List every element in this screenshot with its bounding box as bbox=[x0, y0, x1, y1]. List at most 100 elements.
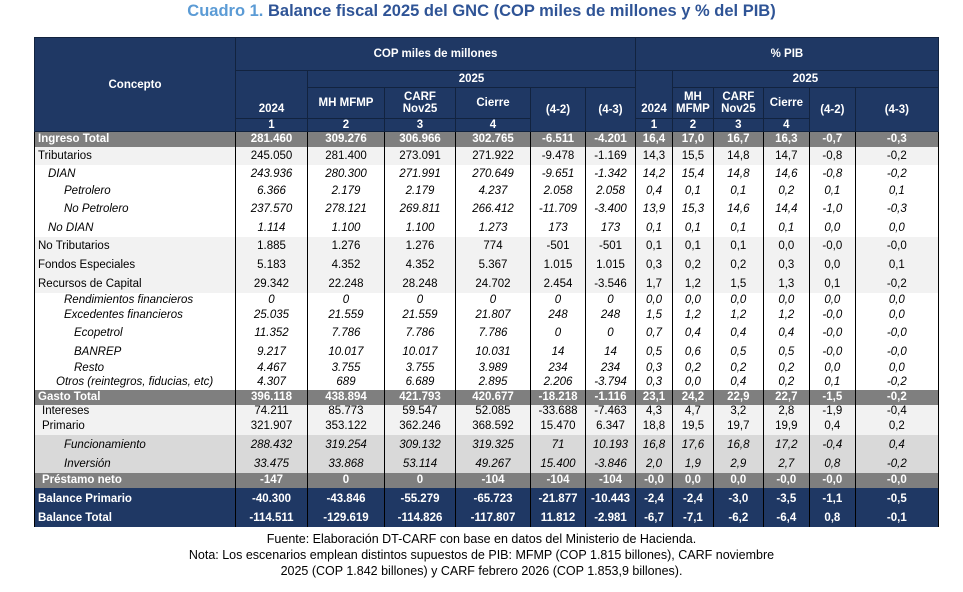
cop-cell: 0 bbox=[585, 292, 636, 307]
pib-cell: 14,4 bbox=[762, 199, 810, 219]
header-pib-4-2: (4-2) bbox=[808, 87, 856, 132]
cop-cell: 248 bbox=[585, 306, 636, 323]
cop-cell: 280.300 bbox=[307, 164, 385, 183]
header-cop-mfmp: MH MFMP bbox=[307, 87, 385, 119]
cop-cell: -43.846 bbox=[307, 487, 385, 510]
cop-cell: 774 bbox=[455, 236, 531, 255]
cop-cell: 0 bbox=[384, 472, 456, 488]
table-row: Funcionamiento 288.432 319.254 309.132 319.3… bbox=[34, 434, 939, 456]
pib-cell: 0,4 bbox=[712, 322, 764, 343]
row-label: Intereses bbox=[34, 404, 236, 418]
cop-cell: 353.122 bbox=[307, 417, 385, 435]
cop-cell: 281.400 bbox=[307, 146, 385, 165]
header-cop-2024: 2024 bbox=[235, 70, 308, 119]
pib-cell: 2,7 bbox=[762, 455, 810, 473]
pib-cell: 0,2 bbox=[762, 361, 810, 375]
pib-cell: 0,1 bbox=[712, 236, 764, 255]
pib-cell: -3,5 bbox=[762, 487, 810, 510]
row-label: No DIAN bbox=[34, 218, 236, 237]
cop-cell: 33.475 bbox=[235, 455, 308, 473]
cop-cell: 362.246 bbox=[384, 417, 456, 435]
pib-cell: -3,0 bbox=[712, 487, 764, 510]
table-row: Balance Primario -40.300 -43.846 -55.279 -65… bbox=[34, 487, 939, 510]
pib-cell: -0,0 bbox=[808, 236, 856, 255]
cop-cell: -114.511 bbox=[235, 509, 308, 527]
pib-cell: 1,2 bbox=[672, 306, 714, 323]
pib-cell: 23,1 bbox=[635, 389, 673, 405]
cop-cell: 0 bbox=[384, 292, 456, 307]
table-row: Excedentes financieros 25.035 21.559 21.559… bbox=[34, 306, 939, 323]
row-label: Préstamo neto bbox=[34, 472, 236, 488]
cop-cell: -117.807 bbox=[455, 509, 531, 527]
cop-cell: 2.179 bbox=[384, 182, 456, 200]
cop-cell: 22.248 bbox=[307, 274, 385, 293]
pib-cell: 14,7 bbox=[762, 146, 810, 165]
table-row: Rendimientos financieros 0 0 0 0 0 0 0,0 0,0 0,0 0… bbox=[34, 292, 939, 307]
cop-cell: 420.677 bbox=[455, 389, 531, 405]
pib-cell: 14,6 bbox=[762, 164, 810, 183]
cop-cell: 689 bbox=[307, 374, 385, 390]
cop-cell: 1.015 bbox=[585, 254, 636, 275]
table-row: Intereses 74.211 85.773 59.547 52.085 -33.688… bbox=[34, 404, 939, 418]
table-row: Inversión 33.475 33.868 53.114 49.267 15.400-… bbox=[34, 455, 939, 473]
pib-cell: 19,7 bbox=[712, 417, 764, 435]
cop-cell: 21.559 bbox=[307, 306, 385, 323]
cop-cell: 302.765 bbox=[455, 131, 531, 147]
source-note: Fuente: Elaboración DT-CARF con base en … bbox=[266, 532, 697, 546]
pib-cell: 19,5 bbox=[672, 417, 714, 435]
pib-cell: 1,3 bbox=[762, 274, 810, 293]
header-num-4: 4 bbox=[455, 118, 531, 132]
pib-cell: 16,3 bbox=[762, 131, 810, 147]
row-label: BANREP bbox=[34, 342, 236, 362]
row-label: No Petrolero bbox=[34, 199, 236, 219]
pib-cell: 0,0 bbox=[854, 306, 939, 323]
cop-cell: 6.689 bbox=[384, 374, 456, 390]
cop-cell: 0 bbox=[530, 292, 586, 307]
cop-cell: 2.179 bbox=[307, 182, 385, 200]
pib-cell: 0,0 bbox=[672, 472, 714, 488]
cop-cell: -9.651 bbox=[530, 164, 586, 183]
pib-cell: 0,0 bbox=[808, 218, 856, 237]
pib-cell: 0,1 bbox=[672, 182, 714, 200]
pib-cell: 0,3 bbox=[635, 254, 673, 275]
cop-cell: 4.307 bbox=[235, 374, 308, 390]
pib-cell: 17,6 bbox=[672, 434, 714, 456]
pib-cell: 0,1 bbox=[635, 218, 673, 237]
row-label: No Tributarios bbox=[34, 236, 236, 255]
header-concepto: Concepto bbox=[34, 37, 236, 132]
cop-cell: 28.248 bbox=[384, 274, 456, 293]
pib-cell: 4,7 bbox=[672, 404, 714, 418]
table-row: Préstamo neto -147 0 0 -104 -104 -104 -0,0 0,0 0,… bbox=[34, 472, 939, 488]
pib-cell: 0,5 bbox=[635, 342, 673, 362]
table-title: Cuadro 1. Balance fiscal 2025 del GNC (C… bbox=[0, 2, 963, 21]
cop-cell: -9.478 bbox=[530, 146, 586, 165]
pib-cell: 16,8 bbox=[635, 434, 673, 456]
cop-cell: 10.017 bbox=[384, 342, 456, 362]
pib-cell: 4,3 bbox=[635, 404, 673, 418]
pib-cell: 0,8 bbox=[808, 509, 856, 527]
pib-cell: -6,7 bbox=[635, 509, 673, 527]
cop-cell: 10.017 bbox=[307, 342, 385, 362]
cop-cell: -4.201 bbox=[585, 131, 636, 147]
row-label: Tributarios bbox=[34, 146, 236, 165]
pib-cell: 0,4 bbox=[808, 417, 856, 435]
header-pib-2025: 2025 bbox=[672, 70, 939, 88]
row-label: Balance Primario bbox=[34, 487, 236, 510]
table-row: No Petrolero 237.570 278.121 269.811 266.412… bbox=[34, 199, 939, 219]
cop-cell: 7.786 bbox=[384, 322, 456, 343]
cop-cell: 269.811 bbox=[384, 199, 456, 219]
cop-cell: 288.432 bbox=[235, 434, 308, 456]
cop-cell: 281.460 bbox=[235, 131, 308, 147]
pib-cell: -0,4 bbox=[854, 404, 939, 418]
cop-cell: 4.352 bbox=[307, 254, 385, 275]
title-text: Balance fiscal 2025 del GNC (COP miles d… bbox=[267, 2, 776, 20]
pib-cell: -6,2 bbox=[712, 509, 764, 527]
cop-cell: 4.467 bbox=[235, 361, 308, 375]
pib-cell: -0,7 bbox=[808, 131, 856, 147]
cop-cell: 2.058 bbox=[530, 182, 586, 200]
cop-cell: 5.183 bbox=[235, 254, 308, 275]
cop-cell: 0 bbox=[585, 322, 636, 343]
cop-cell: 15.470 bbox=[530, 417, 586, 435]
cop-cell: -129.619 bbox=[307, 509, 385, 527]
pib-cell: 0,4 bbox=[672, 322, 714, 343]
